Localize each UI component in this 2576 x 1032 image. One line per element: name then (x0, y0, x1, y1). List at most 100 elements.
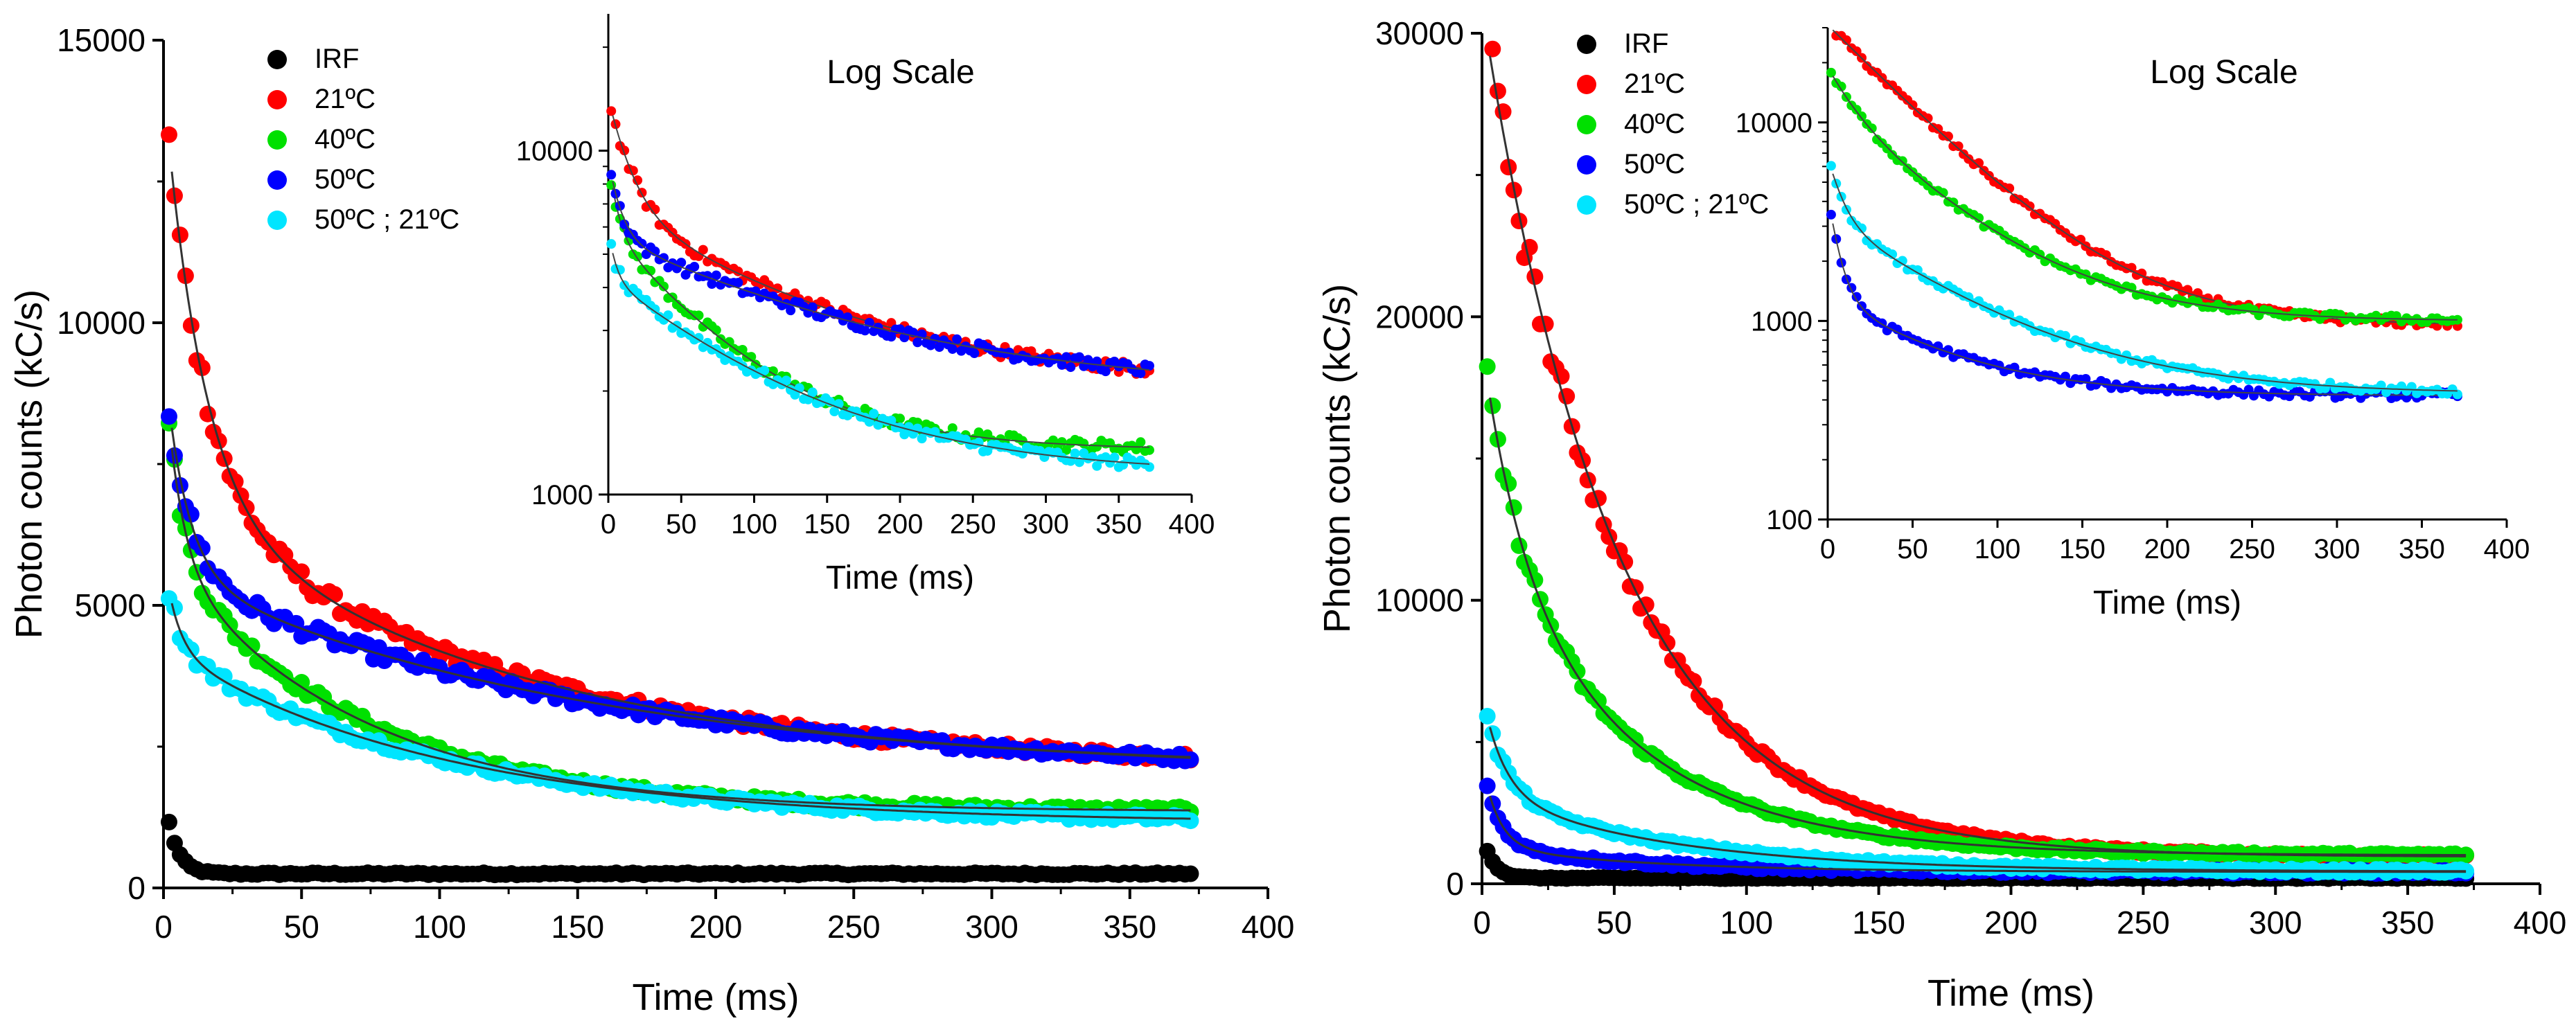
legend-label: 21ºC (1624, 69, 1685, 99)
x-tick-label: 300 (2249, 905, 2302, 941)
data-point-50c-21c (2458, 862, 2475, 880)
inset-x-tick-label: 250 (2229, 534, 2275, 564)
inset-point-50c (952, 334, 962, 344)
inset-point-21c (1907, 100, 1918, 110)
inset-point-50c-21c (1066, 456, 1076, 466)
inset-point-50c-21c (1857, 223, 1867, 233)
legend-marker-irf (267, 50, 287, 69)
data-point-40c (1484, 398, 1501, 415)
inset-point-50c-21c (650, 304, 660, 314)
inset-x-axis-title: Time (ms) (826, 560, 974, 596)
x-axis-title: Time (ms) (1927, 972, 2094, 1014)
y-tick-label: 15000 (57, 22, 145, 58)
inset-point-50c-21c (1887, 249, 1898, 260)
inset-fit-line-50c (612, 181, 1150, 371)
inset-point-50c (1144, 361, 1154, 371)
inset-point-21c (628, 166, 638, 176)
inset-point-21c (1841, 35, 1851, 45)
legend-marker-50c (1577, 155, 1596, 175)
x-tick-label: 150 (1852, 905, 1905, 941)
inset-y-tick-label: 1000 (531, 480, 593, 510)
inset-point-21c (606, 106, 617, 116)
inset-point-40c (1826, 67, 1836, 78)
data-point-21c (1500, 159, 1517, 176)
inset-title: Log Scale (2150, 54, 2298, 91)
legend-marker-irf (1577, 35, 1596, 54)
inset-point-50c-21c (759, 365, 770, 375)
legend-marker-21c (267, 90, 287, 109)
y-tick-label: 20000 (1375, 299, 1464, 335)
inset-point-50c (637, 238, 647, 249)
legend-label: 40ºC (315, 124, 376, 154)
inset-point-21c (633, 175, 643, 186)
data-point-50c (1182, 751, 1199, 768)
inset-point-50c (1004, 347, 1014, 357)
inset-point-21c (2137, 268, 2147, 278)
legend: IRF 21ºC 40ºC 50ºC 50ºC ; 21ºC (1577, 28, 1769, 220)
inset-point-50c-21c (1109, 452, 1120, 463)
inset-point-50c (807, 302, 818, 312)
inset-x-tick-label: 50 (1897, 534, 1928, 564)
inset-point-50c (1826, 209, 1836, 220)
inset-point-40c (1974, 213, 1984, 223)
data-point-21c (1627, 579, 1644, 596)
data-point-40c (1510, 537, 1528, 554)
y-tick-label: 5000 (75, 587, 145, 623)
data-point-irf (1182, 865, 1199, 882)
x-tick-label: 0 (155, 909, 173, 945)
data-point-50c-21c (215, 668, 233, 685)
inset-point-50c (1074, 352, 1084, 362)
data-point-50c-21c (166, 599, 183, 616)
inset-x-tick-label: 350 (1095, 509, 1142, 540)
fit-line-40c (170, 447, 1191, 812)
data-point-21c (182, 317, 200, 334)
inset-log-scale: 0 50 100 150 200 250 300 350 400 100 1000 10000 Time… (1736, 27, 2530, 621)
inset-fit-line-40c (1832, 75, 2458, 321)
legend-marker-50c-21c (267, 211, 287, 230)
inset-point-50c (733, 278, 743, 288)
inset-x-tick-label: 300 (2314, 534, 2361, 564)
inset-x-tick-label: 50 (666, 509, 697, 540)
inset-point-50c-21c (869, 409, 879, 419)
data-point-50c-21c (1182, 812, 1199, 830)
inset-point-50c (930, 333, 940, 344)
x-tick-label: 200 (689, 909, 743, 945)
x-tick-label: 250 (2117, 905, 2170, 941)
inset-x-axis-title: Time (ms) (2093, 585, 2241, 621)
data-point-40c (2458, 846, 2475, 864)
inset-point-50c (895, 324, 905, 335)
inset-background (1828, 28, 2507, 519)
inset-point-50c (707, 279, 717, 290)
legend-label: 21ºC (315, 84, 376, 114)
legend-label: 50ºC (315, 164, 376, 195)
inset-y-tick-label: 100 (1766, 505, 1812, 535)
inset-point-40c (1938, 188, 1948, 198)
legend-marker-21c (1577, 75, 1596, 94)
inset-point-40c (947, 423, 958, 434)
inset-point-50c-21c (781, 375, 791, 386)
data-point-50c-21c (1479, 707, 1496, 724)
legend-label: 50ºC (1624, 149, 1685, 179)
inset-x-tick-label: 0 (1820, 534, 1835, 564)
inset-x-tick-label: 250 (950, 509, 996, 540)
inset-point-50c-21c (886, 416, 897, 426)
inset-point-50c (1057, 359, 1067, 370)
chart-panel-b: 0 50 100 150 200 250 300 350 4000100002000030000… (1316, 15, 2566, 1014)
data-point-50c (166, 447, 183, 464)
inset-point-50c (1100, 366, 1111, 377)
x-tick-label: 150 (551, 909, 604, 945)
inset-point-50c-21c (1826, 161, 1836, 171)
inset-point-50c-21c (1912, 265, 1923, 275)
inset-point-21c (1943, 131, 1953, 141)
inset-point-21c (637, 188, 647, 198)
inset-x-tick-label: 100 (731, 509, 777, 540)
fit-line-50c (1489, 795, 2467, 873)
legend-marker-50c-21c (1577, 195, 1596, 215)
inset-point-21c (1851, 46, 1862, 57)
data-point-21c (1489, 82, 1506, 100)
inset-point-50c-21c (703, 337, 713, 348)
data-point-21c (1484, 40, 1501, 57)
inset-x-tick-label: 300 (1023, 509, 1069, 540)
inset-point-50c (912, 337, 923, 348)
